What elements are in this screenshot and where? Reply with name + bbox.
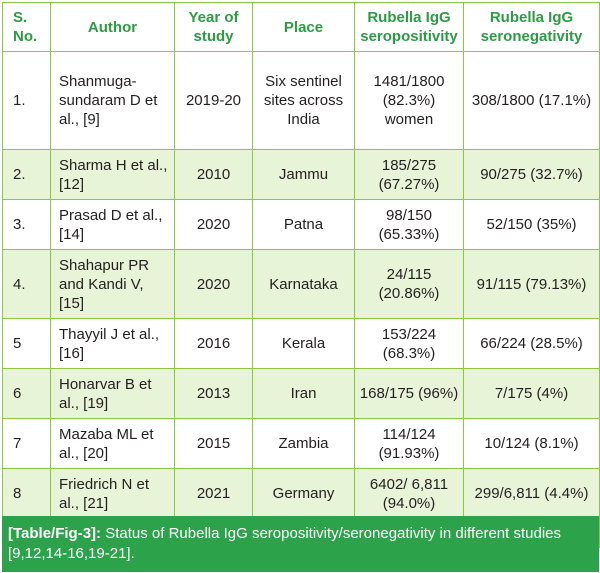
cell-seroneg: 299/6,811 (4.4%) (463, 468, 600, 519)
cell-author: Honarvar B et al., [19] (50, 368, 175, 419)
caption-label: [Table/Fig-3]: (8, 525, 102, 542)
cell-seropos: 98/150 (65.33%) (354, 199, 464, 250)
cell-seropos: 6402/ 6,811 (94.0%) (354, 468, 464, 519)
studies-table: S. No. Author Year of study Place Rubell… (2, 2, 600, 548)
cell-seroneg: 7/175 (4%) (463, 368, 600, 419)
cell-sno: 7 (2, 418, 51, 469)
cell-place: Jammu (252, 149, 355, 200)
header-author: Author (50, 2, 175, 52)
cell-author: Shanmuga-sundaram D et al., [9] (50, 51, 175, 150)
cell-seropos: 185/275 (67.27%) (354, 149, 464, 200)
cell-seroneg: 91/115 (79.13%) (463, 249, 600, 319)
cell-sno: 4. (2, 249, 51, 319)
cell-seroneg: 52/150 (35%) (463, 199, 600, 250)
cell-place: Patna (252, 199, 355, 250)
cell-seropos: 1481/1800 (82.3%) women (354, 51, 464, 150)
cell-author: Mazaba ML et al., [20] (50, 418, 175, 469)
caption-text: Status of Rubella IgG seropositivity/ser… (8, 525, 562, 562)
table-row: 8 Friedrich N et al., [21] 2021 Germany 6402… (2, 468, 600, 519)
table-row: 6 Honarvar B et al., [19] 2013 Iran 168/175 … (2, 368, 600, 419)
cell-sno: 1. (2, 51, 51, 150)
cell-year: 2010 (174, 149, 253, 200)
cell-year: 2013 (174, 368, 253, 419)
cell-year: 2019-20 (174, 51, 253, 150)
header-seronegativity: Rubella IgG seronegativity (463, 2, 600, 52)
cell-seropos: 168/175 (96%) (354, 368, 464, 419)
cell-seropos: 153/224 (68.3%) (354, 318, 464, 369)
cell-sno: 6 (2, 368, 51, 419)
cell-sno: 8 (2, 468, 51, 519)
cell-sno: 2. (2, 149, 51, 200)
cell-place: Karnataka (252, 249, 355, 319)
cell-seroneg: 308/1800 (17.1%) (463, 51, 600, 150)
table-row: 4. Shahapur PR and Kandi V, [15] 2020 Karna… (2, 249, 600, 319)
header-sno: S. No. (2, 2, 51, 52)
cell-sno: 5 (2, 318, 51, 369)
cell-year: 2015 (174, 418, 253, 469)
header-place: Place (252, 2, 355, 52)
cell-seroneg: 10/124 (8.1%) (463, 418, 600, 469)
cell-year: 2021 (174, 468, 253, 519)
table-caption: [Table/Fig-3]: Status of Rubella IgG ser… (2, 516, 599, 572)
cell-seroneg: 66/224 (28.5%) (463, 318, 600, 369)
cell-author: Shahapur PR and Kandi V, [15] (50, 249, 175, 319)
cell-year: 2020 (174, 199, 253, 250)
cell-seropos: 24/115 (20.86%) (354, 249, 464, 319)
cell-place: Iran (252, 368, 355, 419)
cell-place: Six sentinel sites across India (252, 51, 355, 150)
table-row: 2. Sharma H et al., [12] 2010 Jammu 185/275 … (2, 149, 600, 200)
cell-place: Kerala (252, 318, 355, 369)
cell-author: Thayyil J et al., [16] (50, 318, 175, 369)
cell-seroneg: 90/275 (32.7%) (463, 149, 600, 200)
cell-year: 2020 (174, 249, 253, 319)
table-header: S. No. Author Year of study Place Rubell… (2, 2, 600, 52)
table-row: 1. Shanmuga-sundaram D et al., [9] 2019-20… (2, 51, 600, 150)
table-body: 1. Shanmuga-sundaram D et al., [9] 2019-20… (2, 51, 600, 548)
cell-author: Friedrich N et al., [21] (50, 468, 175, 519)
cell-seropos: 114/124 (91.93%) (354, 418, 464, 469)
cell-author: Sharma H et al., [12] (50, 149, 175, 200)
cell-sno: 3. (2, 199, 51, 250)
table-row: 3. Prasad D et al., [14] 2020 Patna 98/150 (… (2, 199, 600, 250)
table-row: 5 Thayyil J et al., [16] 2016 Kerala 153/224… (2, 318, 600, 369)
table-row: 7 Mazaba ML et al., [20] 2015 Zambia 114/124… (2, 418, 600, 469)
header-year: Year of study (174, 2, 253, 52)
cell-place: Zambia (252, 418, 355, 469)
cell-place: Germany (252, 468, 355, 519)
header-seropositivity: Rubella IgG seropositivity (354, 2, 464, 52)
cell-author: Prasad D et al., [14] (50, 199, 175, 250)
cell-year: 2016 (174, 318, 253, 369)
